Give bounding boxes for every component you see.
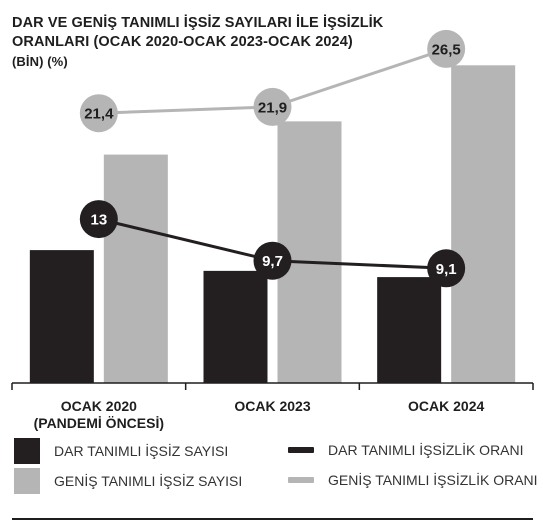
legend-swatch-dar-orani: [288, 447, 314, 453]
chart-title-line-2: ORANLARI (OCAK 2020-OCAK 2023-OCAK 2024): [12, 34, 353, 50]
legend-label-genis-orani: GENİŞ TANIMLI İŞSİZLİK ORANI: [328, 472, 538, 488]
legend-label-genis-sayisi: GENİŞ TANIMLI İŞSİZ SAYISI: [54, 473, 243, 489]
legend-item-genis-orani: GENİŞ TANIMLI İŞSİZLİK ORANI: [288, 472, 538, 488]
bar-dar-sayisi-1: [29, 250, 94, 383]
data-label-genis-orani-1: 21,4: [84, 106, 114, 123]
x-tick-label-1-sub: (PANDEMİ ÖNCESİ): [34, 415, 164, 431]
marker-dar-orani-3: [427, 249, 466, 288]
marker-genis-orani-1: [79, 94, 118, 133]
data-label-genis-orani-2: 21,9: [258, 99, 287, 116]
marker-dar-orani-2: [253, 241, 292, 280]
x-tick-label-2: OCAK 2023: [234, 398, 310, 414]
marker-genis-orani-2: [253, 87, 292, 126]
x-tick-label-3: OCAK 2024: [408, 398, 484, 414]
legend-item-dar-sayisi: DAR TANIMLI İŞSİZ SAYISI: [14, 438, 228, 464]
chart-units: (BİN) (%): [12, 54, 68, 69]
bar-dar-sayisi-2: [203, 270, 268, 383]
data-label-genis-orani-3: 26,5: [432, 41, 461, 58]
chart-title-line-1: DAR VE GENİŞ TANIMLI İŞSİZ SAYILARI İLE …: [12, 15, 384, 31]
chart-title: DAR VE GENİŞ TANIMLI İŞSİZ SAYILARI İLE …: [12, 14, 532, 71]
legend-label-dar-sayisi: DAR TANIMLI İŞSİZ SAYISI: [54, 443, 229, 459]
bottom-rule: [12, 518, 533, 520]
bar-genis-sayisi-3: [451, 65, 516, 384]
legend-label-dar-orani: DAR TANIMLI İŞSİZLİK ORANI: [328, 442, 524, 458]
legend-swatch-genis-orani: [288, 477, 314, 483]
legend-item-genis-sayisi: GENİŞ TANIMLI İŞSİZ SAYISI: [14, 468, 242, 494]
x-tick-label-1: OCAK 2020: [61, 398, 137, 414]
legend-swatch-dar-sayisi: [14, 438, 40, 464]
marker-dar-orani-1: [79, 200, 118, 239]
bar-dar-sayisi-3: [377, 277, 442, 383]
legend-swatch-genis-sayisi: [14, 468, 40, 494]
data-label-dar-orani-3: 9,1: [436, 261, 457, 278]
bar-genis-sayisi-1: [103, 154, 168, 383]
marker-genis-orani-3: [427, 29, 466, 68]
legend-item-dar-orani: DAR TANIMLI İŞSİZLİK ORANI: [288, 442, 524, 458]
data-label-dar-orani-1: 13: [90, 212, 107, 229]
data-label-dar-orani-2: 9,7: [262, 253, 283, 270]
